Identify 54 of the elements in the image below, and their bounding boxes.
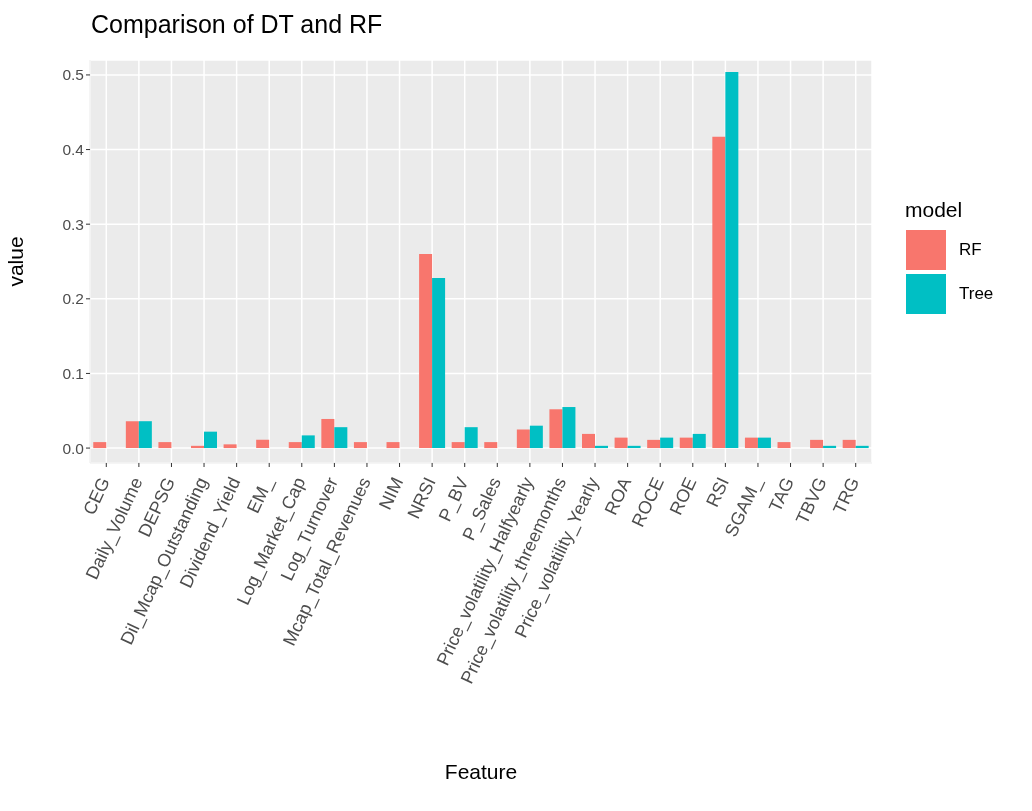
bar: [627, 445, 641, 449]
bar: [451, 442, 465, 449]
bar: [125, 421, 139, 449]
x-tick-label: ROE: [665, 474, 701, 519]
bar: [516, 429, 530, 449]
bar: [288, 442, 302, 449]
y-axis-title: value: [4, 236, 28, 287]
bar: [744, 437, 758, 449]
bar: [757, 437, 771, 449]
bar: [855, 445, 869, 449]
y-tick-label: 0.2: [62, 290, 84, 308]
chart-title: Comparison of DT and RF: [91, 10, 383, 39]
bar: [529, 425, 543, 449]
bar: [725, 71, 739, 449]
bar: [158, 442, 172, 449]
y-tick-label: 0.4: [62, 141, 85, 159]
bar: [386, 442, 400, 449]
bar: [712, 136, 726, 449]
text: RF: [959, 240, 982, 260]
text: Tree: [959, 284, 994, 304]
bar: [660, 437, 674, 449]
x-axis-title: Feature: [444, 760, 518, 783]
bar: [647, 439, 661, 449]
bar: [256, 439, 270, 449]
x-tick-label: TRG: [829, 474, 864, 518]
y-tick-label: 0.5: [62, 66, 84, 84]
bar: [679, 437, 693, 449]
bar: [432, 277, 446, 449]
y-tick-label: 0.0: [62, 439, 85, 457]
bar: [777, 442, 791, 449]
bar: [353, 442, 367, 449]
bar: [810, 439, 824, 449]
legend-title: model: [905, 198, 964, 222]
bar: [842, 439, 856, 449]
y-tick-label: 0.3: [62, 215, 84, 233]
bar: [301, 435, 315, 449]
bar: [562, 407, 576, 449]
bar: [223, 444, 237, 449]
bar: [692, 433, 706, 449]
bar: [823, 445, 837, 449]
bar: [595, 445, 609, 449]
bar: [138, 421, 152, 449]
bar: [582, 433, 596, 449]
bar: [204, 431, 218, 449]
bar: [191, 445, 205, 449]
y-tick-label: 0.1: [62, 364, 84, 382]
bar: [464, 427, 478, 449]
bar: [484, 442, 498, 449]
bar: [549, 409, 563, 449]
bar: [334, 427, 348, 449]
bar: [614, 437, 628, 449]
bar: [419, 254, 433, 449]
bar: [321, 418, 335, 449]
bar: [93, 442, 107, 449]
